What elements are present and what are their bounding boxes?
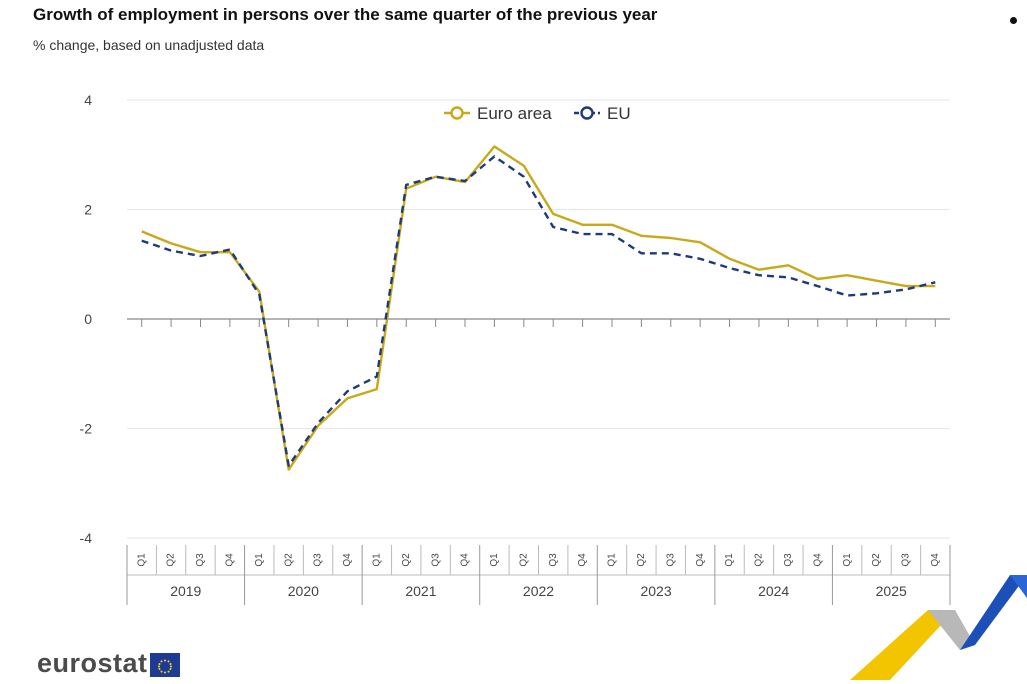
chart-title: Growth of employment in persons over the… [33, 5, 658, 24]
menu-dot-icon[interactable] [1010, 17, 1017, 24]
quarter-label: Q4 [930, 553, 941, 567]
quarter-label: Q4 [342, 553, 353, 567]
quarter-label: Q4 [695, 553, 706, 567]
quarter-label: Q3 [195, 553, 206, 567]
quarter-label: Q1 [136, 553, 147, 567]
quarter-label: Q2 [871, 553, 882, 567]
quarter-label: Q2 [518, 553, 529, 567]
quarter-label: Q1 [371, 553, 382, 567]
quarter-label: Q1 [254, 553, 265, 567]
quarter-label: Q4 [225, 553, 236, 567]
quarter-label: Q3 [548, 553, 559, 567]
quarter-label: Q4 [812, 553, 823, 567]
quarter-label: Q2 [754, 553, 765, 567]
quarter-label: Q3 [901, 553, 912, 567]
y-tick-label: -2 [80, 421, 93, 437]
eu-series-line [141, 155, 936, 467]
year-label: 2024 [758, 583, 789, 599]
decorative-ribbon [850, 575, 1027, 680]
quarter-label: Q3 [783, 553, 794, 567]
quarter-label: Q3 [313, 553, 324, 567]
logo-text: eurostat [37, 648, 148, 678]
chart-subtitle: % change, based on unadjusted data [33, 37, 265, 53]
year-label: 2019 [170, 583, 201, 599]
eurostat-logo: eurostat [37, 648, 180, 679]
legend-label: Euro area [477, 104, 552, 123]
year-label: 2021 [405, 583, 436, 599]
quarter-label: Q1 [607, 553, 618, 567]
y-tick-label: 0 [84, 311, 92, 327]
quarter-label: Q4 [577, 553, 588, 567]
legend-marker-icon [580, 106, 594, 120]
y-tick-label: 2 [84, 202, 92, 218]
year-label: 2022 [523, 583, 554, 599]
quarter-label: Q1 [489, 553, 500, 567]
quarter-label: Q1 [724, 553, 735, 567]
quarter-label: Q2 [401, 553, 412, 567]
quarter-label: Q2 [166, 553, 177, 567]
year-label: 2023 [640, 583, 671, 599]
eu-flag-icon [149, 653, 180, 677]
year-label: 2020 [288, 583, 319, 599]
quarter-label: Q2 [636, 553, 647, 567]
legend-marker-icon [450, 106, 464, 120]
year-label: 2025 [876, 583, 907, 599]
quarter-label: Q1 [842, 553, 853, 567]
legend-label: EU [607, 104, 631, 123]
quarter-label: Q3 [430, 553, 441, 567]
quarter-label: Q4 [460, 553, 471, 567]
quarter-label: Q3 [665, 553, 676, 567]
line-chart: 4 2 0 -2 -4 Q1 Q2 Q3 Q4 Q1 Q2 Q3 Q4 Q1 Q2 Q3 Q4 Q1 Q2 Q3 Q4 Q… [80, 92, 951, 605]
y-tick-label: 4 [84, 92, 92, 108]
quarter-label: Q2 [283, 553, 294, 567]
y-tick-label: -4 [80, 530, 93, 546]
